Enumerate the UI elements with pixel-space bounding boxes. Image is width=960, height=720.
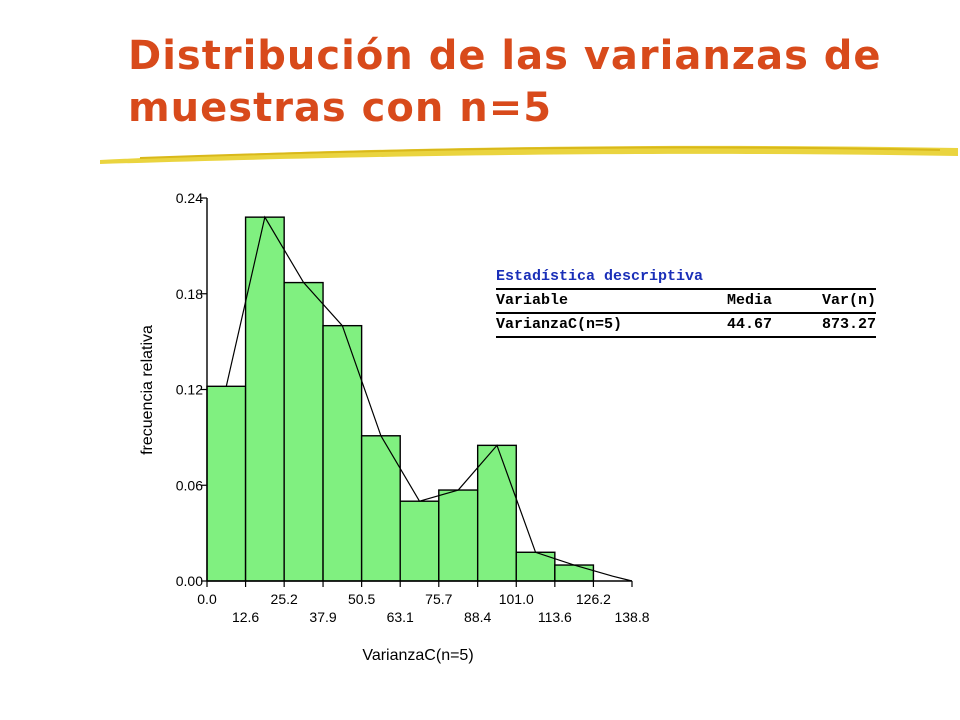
y-tick-label: 0.18 [176, 286, 203, 302]
y-tick-label: 0.00 [176, 573, 203, 589]
frequency-polygon-line [225, 215, 633, 582]
stats-header-variable: Variable [496, 292, 569, 309]
stats-table-title: Estadística descriptiva [496, 268, 704, 285]
stats-cell-variable: VarianzaC(n=5) [496, 316, 623, 333]
stats-data-row: VarianzaC(n=5) 44.67 873.27 [496, 312, 876, 338]
y-axis-title: frecuencia relativa [139, 325, 156, 455]
x-tick-label: 138.8 [614, 609, 649, 625]
x-axis-title: VarianzaC(n=5) [362, 647, 473, 664]
stats-header-row: Variable Media Var(n) [496, 288, 876, 312]
histogram-bar [283, 281, 324, 582]
x-tick-label: 63.1 [387, 609, 414, 625]
histogram-bar [399, 500, 440, 582]
x-tick-label: 113.6 [538, 609, 572, 625]
stats-header-var: Var(n) [821, 292, 876, 309]
y-tick-label: 0.06 [176, 477, 203, 493]
x-tick-label: 75.7 [425, 591, 452, 607]
stats-cell-media: 44.67 [726, 316, 772, 333]
histogram-bar [476, 444, 517, 582]
histogram-bar [206, 385, 247, 582]
x-tick-label: 25.2 [271, 591, 298, 607]
y-tick-label: 0.12 [176, 382, 203, 398]
histogram-bar [554, 564, 595, 582]
x-tick-label: 12.6 [232, 609, 259, 625]
x-tick-label: 0.0 [197, 591, 217, 607]
slide-title: Distribución de las varianzas de muestra… [128, 33, 882, 131]
stats-cell-var: 873.27 [821, 316, 876, 333]
x-tick-label: 126.2 [576, 591, 611, 607]
x-tick-label: 50.5 [348, 591, 375, 607]
title-underline-stroke [100, 145, 958, 164]
y-tick-label: 0.24 [176, 190, 203, 206]
stats-table: Estadística descriptiva Variable Media V… [496, 266, 876, 338]
x-tick-label: 37.9 [309, 609, 336, 625]
histogram-bar [360, 435, 401, 582]
histogram-bar [244, 216, 285, 582]
histogram-bar [438, 489, 479, 582]
stats-header-media: Media [726, 292, 772, 309]
x-tick-label: 101.0 [499, 591, 534, 607]
x-tick-label: 88.4 [464, 609, 491, 625]
